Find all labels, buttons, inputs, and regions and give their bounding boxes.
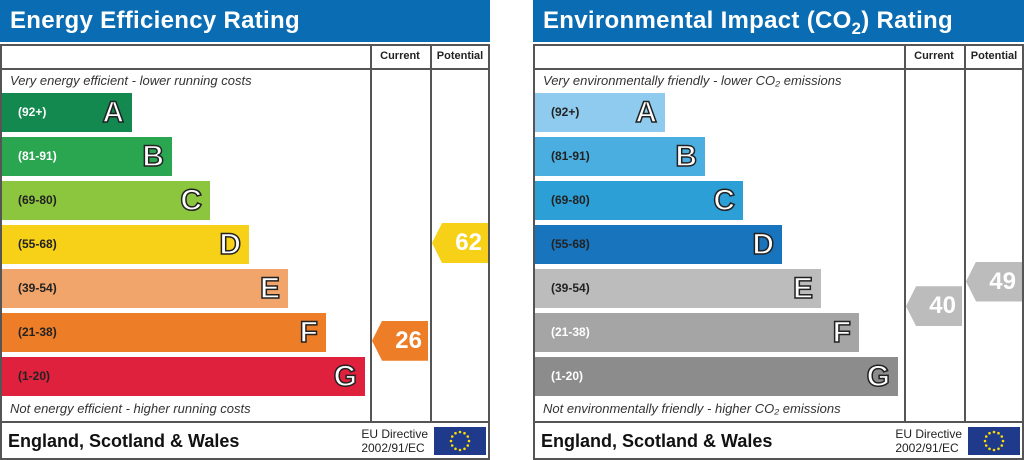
potential-column [430,44,490,422]
rating-band-b: (81-91) B [2,137,172,176]
band-letter: C [713,183,736,218]
band-letter: F [832,315,852,350]
band-range: (1-20) [18,369,51,383]
rating-band-b: (81-91) B [535,137,705,176]
current-header: Current [380,50,420,62]
band-range: (69-80) [551,193,590,207]
panel-title: Environmental Impact (CO2) Rating [533,0,1024,42]
region-label: England, Scotland & Wales [8,431,240,451]
potential-rating-arrow: 49 [966,261,1022,302]
title-text: Energy Efficiency Rating [10,7,300,34]
energy-efficiency-panel: Energy Efficiency Rating Current Potential… [0,0,490,460]
band-letter: B [142,139,165,174]
header-row [533,44,1024,70]
band-range: (39-54) [18,281,57,295]
rating-band-e: (39-54) E [535,269,821,308]
band-range: (21-38) [551,325,590,339]
bottom-note: Not energy efficient - higher running co… [10,401,251,416]
band-range: (55-68) [551,237,590,251]
band-letter: G [866,359,891,394]
title-subscript: 2 [851,18,862,38]
footer: England, Scotland & Wales EU Directive 200… [533,421,1024,460]
current-column [904,44,964,422]
rating-band-f: (21-38) F [2,313,326,352]
directive-line2: 2002/91/EC [361,441,425,455]
rating-band-d: (55-68) D [2,225,249,264]
chart-frame [533,44,1024,460]
header-row [0,44,490,70]
chart-frame [0,44,490,460]
band-range: (39-54) [551,281,590,295]
band-letter: D [752,227,775,262]
band-letter: B [675,139,698,174]
band-letter: C [180,183,203,218]
rating-band-a: (92+) A [2,93,132,132]
band-letter: E [792,271,814,306]
rating-band-c: (69-80) C [535,181,743,220]
eu-flag-icon [968,427,1020,455]
band-range: (21-38) [18,325,57,339]
title-text: Environmental Impact (CO [543,7,852,34]
top-note: Very energy efficient - lower running co… [10,73,252,88]
eu-directive: EU Directive 2002/91/EC [895,427,962,455]
band-range: (92+) [551,105,580,119]
eu-directive: EU Directive 2002/91/EC [361,427,428,455]
current-header: Current [914,50,954,62]
current-rating-arrow: 40 [906,286,962,327]
band-letter: A [635,95,658,130]
potential-rating-arrow: 62 [432,223,488,263]
region-label: England, Scotland & Wales [541,431,773,451]
potential-column [964,44,1024,422]
band-letter: F [299,315,319,350]
potential-header: Potential [970,50,1018,62]
top-note: Very environmentally friendly - lower CO… [543,73,842,88]
bottom-note: Not environmentally friendly - higher CO… [543,401,841,416]
rating-band-f: (21-38) F [535,313,859,352]
rating-band-d: (55-68) D [535,225,782,264]
band-range: (81-91) [18,149,57,163]
environmental-impact-panel: Environmental Impact (CO2) Rating Current… [533,0,1024,460]
rating-band-a: (92+) A [535,93,665,132]
rating-band-g: (1-20) G [2,357,365,396]
current-rating-arrow: 26 [372,320,428,361]
rating-band-c: (69-80) C [2,181,210,220]
title-suffix: ) Rating [861,7,953,34]
potential-header: Potential [436,50,484,62]
footer: England, Scotland & Wales EU Directive 200… [0,421,490,460]
band-range: (69-80) [18,193,57,207]
current-column [370,44,430,422]
directive-line2: 2002/91/EC [895,441,959,455]
band-range: (81-91) [551,149,590,163]
band-letter: D [219,227,242,262]
band-range: (1-20) [551,369,584,383]
rating-band-e: (39-54) E [2,269,288,308]
panel-title: Energy Efficiency Rating [0,0,490,42]
eu-flag-icon [434,427,486,455]
band-range: (92+) [18,105,47,119]
band-range: (55-68) [18,237,57,251]
directive-line1: EU Directive [895,427,962,441]
band-letter: A [102,95,125,130]
rating-band-g: (1-20) G [535,357,898,396]
directive-line1: EU Directive [361,427,428,441]
band-letter: E [259,271,281,306]
band-letter: G [333,359,358,394]
